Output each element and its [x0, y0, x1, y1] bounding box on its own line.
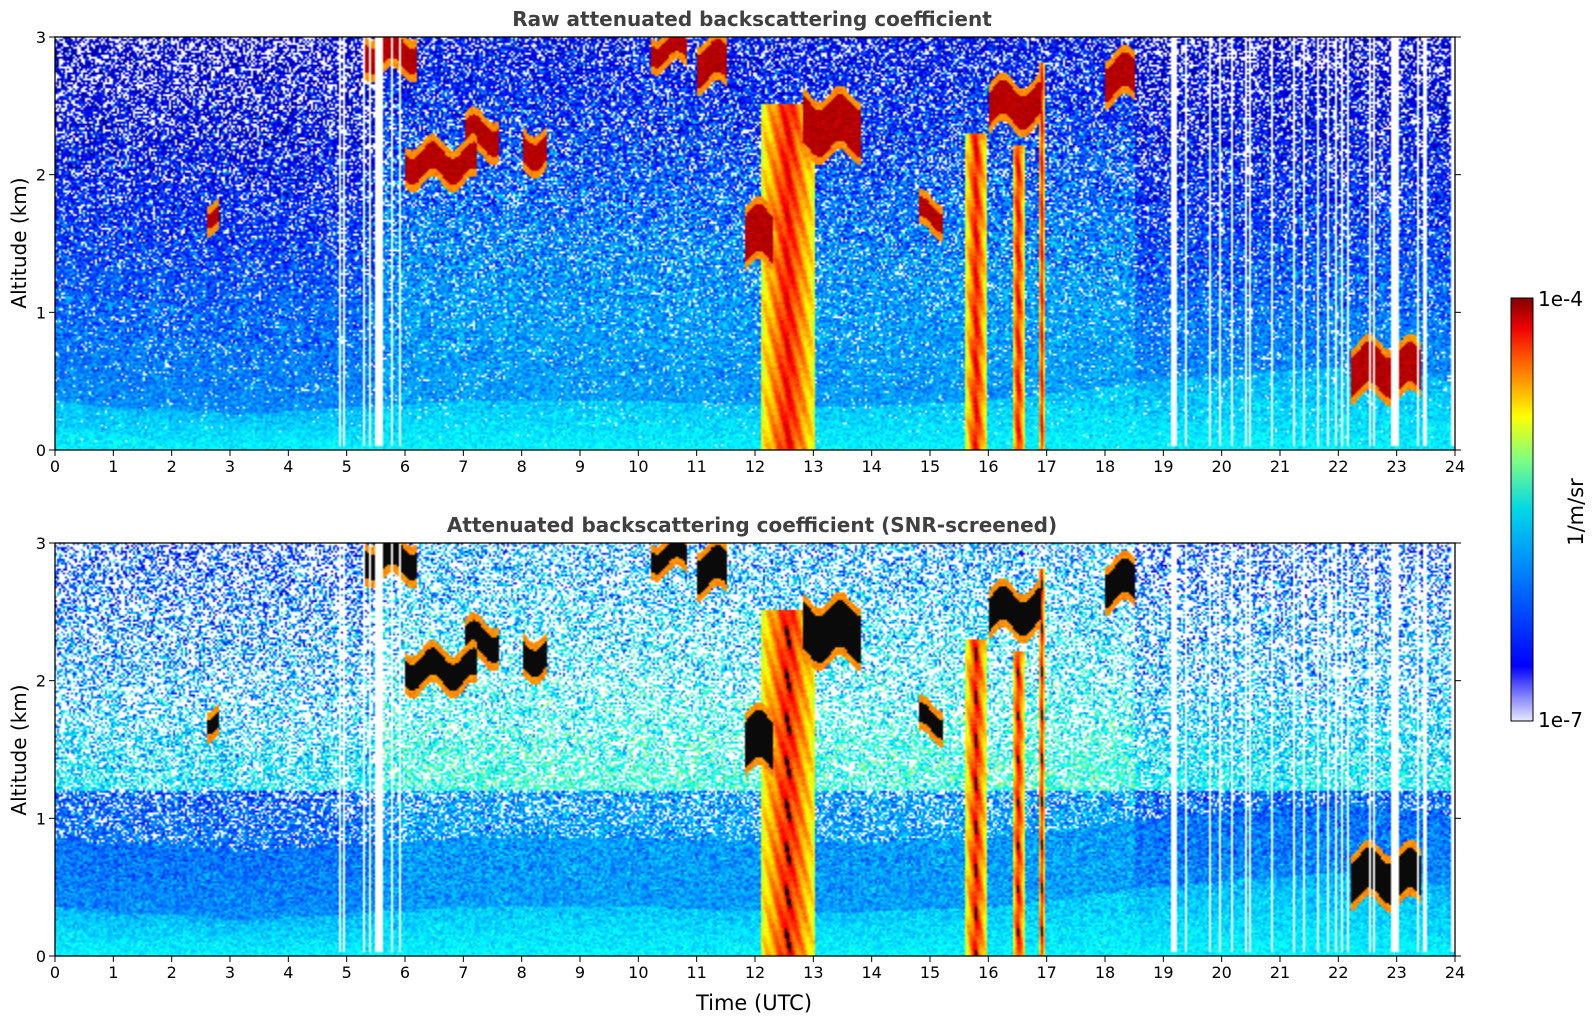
- y-tick-label: 3: [36, 28, 46, 47]
- x-tick-label: 5: [342, 963, 352, 982]
- x-tick-label: 3: [225, 457, 235, 476]
- y-tick-label: 1: [36, 809, 46, 828]
- x-tick-label: 0: [50, 963, 60, 982]
- x-tick-label: 16: [978, 457, 998, 476]
- x-tick-label: 24: [1445, 963, 1465, 982]
- x-tick-label: 18: [1095, 457, 1115, 476]
- x-tick-label: 19: [1153, 457, 1173, 476]
- panel-2-title: Attenuated backscattering coefficient (S…: [447, 513, 1057, 537]
- y-tick-label: 1: [36, 303, 46, 322]
- screened-backscatter-panel: Attenuated backscattering coefficient (S…: [7, 513, 1465, 1015]
- x-tick-label: 24: [1445, 457, 1465, 476]
- y-tick-label: 3: [36, 534, 46, 553]
- x-tick-label: 22: [1328, 963, 1348, 982]
- raw-backscatter-panel: Raw attenuated backscattering coefficien…: [7, 7, 1465, 476]
- x-tick-label: 11: [686, 457, 706, 476]
- x-tick-label: 22: [1328, 457, 1348, 476]
- x-tick-label: 15: [920, 963, 940, 982]
- raw-backscatter-heatmap: [55, 37, 1455, 450]
- y-tick-label: 0: [36, 947, 46, 966]
- x-tick-label: 10: [628, 963, 648, 982]
- panel-2-y-axis-label: Altitude (km): [7, 684, 31, 815]
- x-tick-label: 23: [1386, 457, 1406, 476]
- x-tick-label: 11: [686, 963, 706, 982]
- x-tick-label: 9: [575, 457, 585, 476]
- x-tick-label: 21: [1270, 457, 1290, 476]
- x-tick-label: 15: [920, 457, 940, 476]
- x-tick-label: 7: [458, 457, 468, 476]
- panel-2-axes: 0 1 2 3 4 5 6 7 8 9 10 11 12 13 14 15 16 17 18 19 20 21 22 23 24…: [36, 534, 1465, 982]
- x-tick-label: 23: [1386, 963, 1406, 982]
- x-tick-label: 17: [1036, 963, 1056, 982]
- y-tick-label: 0: [36, 441, 46, 460]
- x-tick-label: 12: [745, 963, 765, 982]
- x-tick-label: 6: [400, 963, 410, 982]
- x-tick-label: 17: [1036, 457, 1056, 476]
- x-tick-label: 0: [50, 457, 60, 476]
- x-tick-label: 4: [283, 963, 293, 982]
- x-tick-label: 18: [1095, 963, 1115, 982]
- colorbar-label: 1/m/sr: [1564, 478, 1588, 546]
- x-tick-label: 14: [861, 963, 881, 982]
- x-tick-label: 8: [517, 457, 527, 476]
- x-tick-label: 8: [517, 963, 527, 982]
- y-tick-label: 2: [36, 166, 46, 185]
- x-axis-label: Time (UTC): [695, 991, 812, 1015]
- colorbar-max-label: 1e-4: [1538, 287, 1583, 311]
- x-tick-label: 21: [1270, 963, 1290, 982]
- x-tick-label: 20: [1211, 963, 1231, 982]
- panel-1-axes: 0 1 2 3 4 5 6 7 8 9 10 11 12 13 14 15 16 17 18 19 20 21 22 23 24…: [36, 28, 1465, 476]
- x-tick-label: 2: [167, 457, 177, 476]
- x-tick-label: 6: [400, 457, 410, 476]
- x-tick-label: 9: [575, 963, 585, 982]
- x-tick-label: 13: [803, 963, 823, 982]
- panel-1-y-axis-label: Altitude (km): [7, 177, 31, 308]
- colorbar: 1e-4 1e-7 1/m/sr: [1510, 287, 1588, 732]
- x-tick-label: 4: [283, 457, 293, 476]
- x-tick-label: 14: [861, 457, 881, 476]
- x-tick-label: 16: [978, 963, 998, 982]
- x-tick-label: 19: [1153, 963, 1173, 982]
- screened-backscatter-heatmap: [55, 543, 1455, 956]
- panel-1-title: Raw attenuated backscattering coefficien…: [512, 7, 992, 31]
- x-tick-label: 1: [108, 963, 118, 982]
- x-tick-label: 13: [803, 457, 823, 476]
- x-tick-label: 10: [628, 457, 648, 476]
- x-tick-label: 1: [108, 457, 118, 476]
- x-tick-label: 2: [167, 963, 177, 982]
- colorbar-min-label: 1e-7: [1538, 708, 1583, 732]
- x-tick-label: 12: [745, 457, 765, 476]
- y-tick-label: 2: [36, 672, 46, 691]
- colorbar-gradient: [1510, 297, 1534, 722]
- x-tick-label: 3: [225, 963, 235, 982]
- x-tick-label: 5: [342, 457, 352, 476]
- x-tick-label: 20: [1211, 457, 1231, 476]
- x-tick-label: 7: [458, 963, 468, 982]
